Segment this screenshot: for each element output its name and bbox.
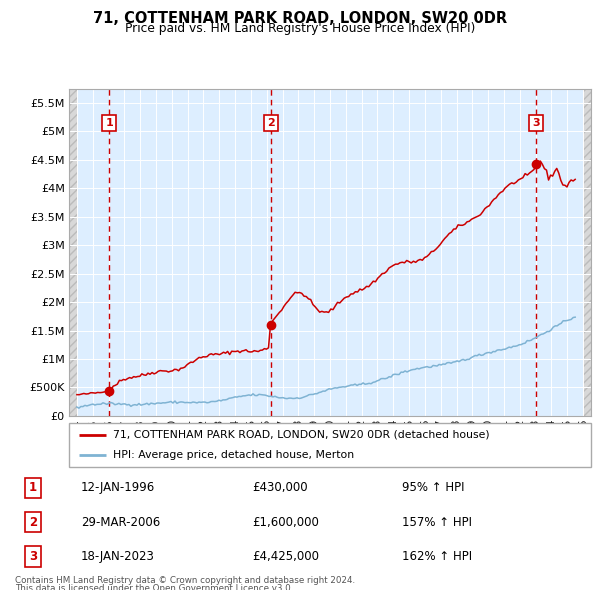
Text: 18-JAN-2023: 18-JAN-2023 [81, 550, 155, 563]
Text: Price paid vs. HM Land Registry's House Price Index (HPI): Price paid vs. HM Land Registry's House … [125, 22, 475, 35]
Text: 71, COTTENHAM PARK ROAD, LONDON, SW20 0DR (detached house): 71, COTTENHAM PARK ROAD, LONDON, SW20 0D… [113, 430, 490, 440]
Text: Contains HM Land Registry data © Crown copyright and database right 2024.: Contains HM Land Registry data © Crown c… [15, 576, 355, 585]
Text: 3: 3 [29, 550, 37, 563]
Bar [583, 88, 591, 416]
Text: 1: 1 [106, 118, 113, 128]
Text: 2: 2 [266, 118, 274, 128]
Text: This data is licensed under the Open Government Licence v3.0.: This data is licensed under the Open Gov… [15, 584, 293, 590]
Text: 95% ↑ HPI: 95% ↑ HPI [402, 481, 464, 494]
Text: £4,425,000: £4,425,000 [252, 550, 319, 563]
FancyBboxPatch shape [69, 423, 591, 467]
Text: 29-MAR-2006: 29-MAR-2006 [81, 516, 160, 529]
Text: 2: 2 [29, 516, 37, 529]
Text: 71, COTTENHAM PARK ROAD, LONDON, SW20 0DR: 71, COTTENHAM PARK ROAD, LONDON, SW20 0D… [93, 11, 507, 25]
Text: HPI: Average price, detached house, Merton: HPI: Average price, detached house, Mert… [113, 450, 355, 460]
Text: 162% ↑ HPI: 162% ↑ HPI [402, 550, 472, 563]
Text: 12-JAN-1996: 12-JAN-1996 [81, 481, 155, 494]
Bar [69, 88, 77, 416]
Text: 157% ↑ HPI: 157% ↑ HPI [402, 516, 472, 529]
Text: 1: 1 [29, 481, 37, 494]
Text: £1,600,000: £1,600,000 [252, 516, 319, 529]
Text: 3: 3 [532, 118, 540, 128]
Text: £430,000: £430,000 [252, 481, 308, 494]
